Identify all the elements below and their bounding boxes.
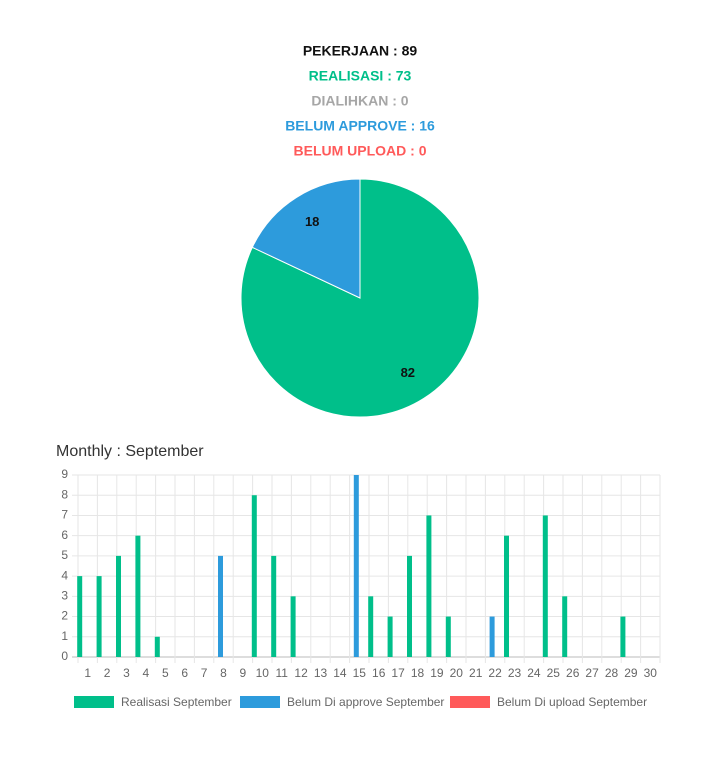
y-tick-label: 1 [61,629,68,643]
x-tick-label: 11 [275,666,288,680]
legend-swatch [240,696,280,708]
x-tick-label: 30 [644,666,658,680]
bar [353,475,359,657]
x-tick-label: 27 [585,666,599,680]
y-tick-label: 9 [61,467,68,481]
bar [445,616,451,657]
x-tick-label: 28 [605,666,619,680]
x-tick-label: 15 [353,666,367,680]
x-tick-label: 17 [391,666,405,680]
x-tick-label: 13 [314,666,328,680]
bar [154,636,160,657]
x-tick-label: 2 [104,666,111,680]
x-tick-label: 3 [123,666,130,680]
y-tick-label: 2 [61,609,68,623]
x-tick-label: 21 [469,666,483,680]
x-tick-label: 8 [220,666,227,680]
summary-line: DIALIHKAN : 0 [311,93,408,109]
x-tick-label: 18 [411,666,425,680]
bar [290,596,296,657]
x-tick-label: 1 [84,666,91,680]
pie-slice [240,178,480,418]
legend-swatch [450,696,490,708]
bar [542,515,548,657]
bar [135,535,141,657]
summary-line: BELUM UPLOAD : 0 [294,143,427,159]
y-tick-label: 5 [61,548,68,562]
x-tick-label: 25 [547,666,561,680]
y-tick-label: 0 [61,649,68,663]
summary-line: BELUM APPROVE : 16 [285,118,435,134]
chart-title: Monthly : September [56,443,204,460]
legend-swatch [74,696,114,708]
bar [620,616,626,657]
y-tick-label: 4 [61,568,68,582]
x-tick-label: 29 [624,666,638,680]
x-tick-label: 5 [162,666,169,680]
bar [251,495,257,657]
y-tick-label: 6 [61,528,68,542]
bar [116,555,121,657]
x-tick-label: 6 [181,666,188,680]
y-tick-label: 7 [61,508,68,522]
bar [387,616,393,657]
bar [218,555,223,657]
legend-label: Realisasi September [121,695,232,709]
pie-slice [251,178,361,299]
x-tick-label: 7 [201,666,208,680]
bar [562,596,568,657]
bar [96,576,102,657]
summary-line: PEKERJAAN : 89 [303,43,418,59]
x-tick-label: 4 [143,666,150,680]
summary-line: REALISASI : 73 [309,68,412,84]
y-tick-label: 3 [61,589,68,603]
x-tick-label: 19 [430,666,444,680]
slice-label: 18 [305,214,319,229]
bar [504,535,509,657]
x-tick-label: 14 [333,666,347,680]
x-tick-label: 26 [566,666,580,680]
x-tick-label: 12 [294,666,308,680]
legend-label: Belum Di approve September [287,695,444,709]
legend-label: Belum Di upload September [497,695,647,709]
y-tick-label: 8 [61,487,68,501]
bar [77,576,83,657]
x-tick-label: 20 [450,666,464,680]
x-tick-label: 22 [488,666,502,680]
x-tick-label: 16 [372,666,386,680]
x-tick-label: 24 [527,666,541,680]
x-tick-label: 23 [508,666,522,680]
x-tick-label: 9 [240,666,247,680]
bar [489,616,495,657]
x-tick-label: 10 [256,666,270,680]
slice-label: 82 [401,365,415,380]
bar [426,515,432,657]
bar [368,596,374,657]
bar [271,555,277,657]
bar [407,555,412,657]
